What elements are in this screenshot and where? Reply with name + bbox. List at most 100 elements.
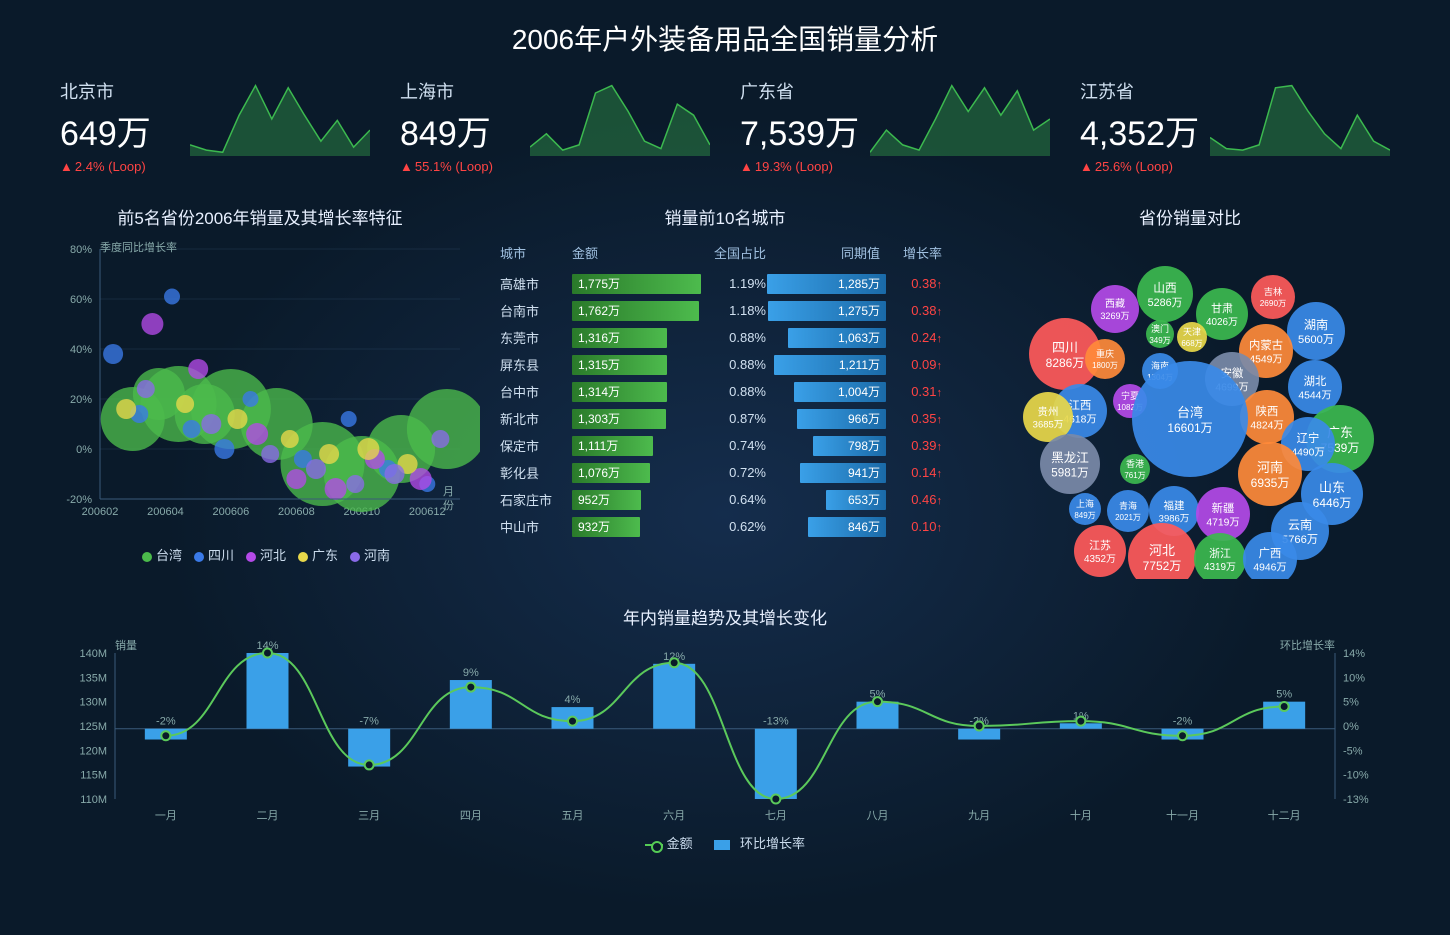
svg-text:黑龙江: 黑龙江: [1051, 451, 1089, 465]
svg-text:200606: 200606: [213, 506, 250, 518]
svg-text:135M: 135M: [79, 672, 107, 684]
svg-text:西藏: 西藏: [1105, 298, 1125, 310]
svg-text:349万: 349万: [1149, 336, 1170, 345]
up-arrow-icon: ▲: [400, 159, 413, 174]
cell-prev: 966万: [766, 406, 886, 432]
cell-pct: 1.18%: [702, 303, 766, 318]
legend-label: 广东: [312, 548, 338, 563]
cell-prev: 1,063万: [766, 325, 886, 351]
cell-prev: 1,004万: [766, 379, 886, 405]
cell-amount: 1,316万: [572, 325, 702, 351]
cell-growth: 0.46↑: [886, 492, 942, 507]
svg-text:2690万: 2690万: [1260, 299, 1287, 308]
svg-text:8286万: 8286万: [1046, 356, 1085, 370]
scatter-panel: 前5名省份2006年销量及其增长率特征 -20%0%20%40%60%80%20…: [40, 204, 480, 584]
svg-text:10%: 10%: [1343, 672, 1365, 684]
line-marker: [466, 683, 475, 692]
cell-city: 新北市: [500, 409, 572, 428]
svg-text:山西: 山西: [1153, 282, 1177, 295]
legend-label: 四川: [208, 548, 234, 563]
svg-text:四月: 四月: [460, 810, 482, 822]
cell-prev: 846万: [766, 514, 886, 540]
svg-text:40%: 40%: [70, 344, 92, 356]
cell-pct: 1.19%: [702, 276, 766, 291]
svg-text:香港: 香港: [1126, 458, 1144, 469]
svg-text:4544万: 4544万: [1298, 390, 1331, 401]
bubble-title: 省份销量对比: [970, 204, 1410, 229]
table-row: 东莞市1,316万0.88%1,063万0.24↑: [500, 324, 950, 351]
legend-bar-label: 环比增长率: [740, 836, 805, 851]
svg-text:4549万: 4549万: [1249, 354, 1282, 365]
cell-prev: 1,285万: [766, 271, 886, 297]
cell-city: 中山市: [500, 517, 572, 536]
sparkline-chart: [190, 78, 370, 156]
svg-text:-13%: -13%: [763, 716, 789, 728]
svg-text:重庆: 重庆: [1096, 348, 1114, 359]
svg-text:辽宁: 辽宁: [1297, 431, 1320, 445]
legend-dot-icon: [194, 552, 204, 562]
svg-text:陕西: 陕西: [1256, 404, 1279, 418]
up-arrow-icon: ↑: [937, 441, 943, 453]
svg-text:青海: 青海: [1119, 500, 1137, 511]
province-bubble: 西藏3269万: [1091, 285, 1139, 333]
cell-growth: 0.35↑: [886, 411, 942, 426]
line-marker: [670, 658, 679, 667]
cell-amount: 932万: [572, 514, 702, 540]
cell-amount: 1,111万: [572, 433, 702, 459]
svg-text:月: 月: [443, 486, 454, 498]
svg-text:125M: 125M: [79, 721, 107, 733]
svg-text:湖南: 湖南: [1304, 317, 1328, 332]
svg-text:668万: 668万: [1181, 339, 1202, 348]
legend-line-icon: [645, 844, 663, 846]
cell-amount: 1,762万: [572, 298, 702, 324]
cell-city: 台中市: [500, 382, 572, 401]
svg-text:云南: 云南: [1288, 517, 1312, 532]
svg-text:3269万: 3269万: [1100, 311, 1129, 321]
legend-dot-icon: [246, 552, 256, 562]
table-row: 台中市1,314万0.88%1,004万0.31↑: [500, 378, 950, 405]
svg-text:110M: 110M: [80, 794, 107, 806]
province-bubble: 新疆4719万: [1196, 487, 1250, 541]
legend-label: 河北: [260, 548, 286, 563]
svg-text:4026万: 4026万: [1206, 317, 1238, 328]
svg-text:16601万: 16601万: [1167, 421, 1212, 435]
svg-text:九月: 九月: [968, 809, 990, 822]
svg-text:福建: 福建: [1164, 499, 1186, 512]
svg-text:-13%: -13%: [1343, 794, 1369, 806]
svg-text:60%: 60%: [70, 294, 92, 306]
svg-text:天津: 天津: [1183, 327, 1201, 337]
line-marker: [161, 731, 170, 740]
svg-text:广西: 广西: [1259, 547, 1282, 560]
kpi-delta: ▲19.3% (Loop): [740, 159, 1050, 174]
cell-amount: 1,303万: [572, 406, 702, 432]
svg-text:4352万: 4352万: [1084, 554, 1116, 565]
line-marker: [365, 760, 374, 769]
svg-text:山东: 山东: [1319, 480, 1345, 495]
svg-text:0%: 0%: [1343, 721, 1359, 733]
up-arrow-icon: ↑: [937, 360, 943, 372]
table-row: 保定市1,111万0.74%798万0.39↑: [500, 432, 950, 459]
svg-text:-2%: -2%: [1173, 716, 1193, 728]
province-bubble: 香港761万: [1120, 454, 1150, 484]
svg-text:份: 份: [443, 499, 454, 512]
cell-prev: 941万: [766, 460, 886, 486]
table-row: 台南市1,762万1.18%1,275万0.38↑: [500, 297, 950, 324]
province-bubble: 浙江4319万: [1194, 533, 1246, 579]
svg-text:20%: 20%: [70, 394, 92, 406]
svg-text:80%: 80%: [70, 244, 92, 256]
up-arrow-icon: ↑: [937, 468, 943, 480]
svg-text:十月: 十月: [1070, 808, 1092, 822]
page-title: 2006年户外装备用品全国销量分析: [0, 0, 1450, 68]
province-bubble: 台湾16601万: [1132, 361, 1248, 477]
cell-growth: 0.39↑: [886, 438, 942, 453]
bubble-chart: 四川8286万山西5286万吉林2690万甘肃4026万湖南5600万西藏326…: [970, 239, 1410, 579]
table-panel: 销量前10名城市 城市金额全国占比同期值增长率高雄市1,775万1.19%1,2…: [500, 204, 950, 584]
combo-bar: [755, 729, 797, 799]
cell-pct: 0.87%: [702, 411, 766, 426]
cell-amount: 1,775万: [572, 271, 702, 297]
svg-text:六月: 六月: [663, 809, 685, 822]
svg-text:澳门: 澳门: [1151, 323, 1169, 334]
cell-pct: 0.72%: [702, 465, 766, 480]
kpi-delta: ▲55.1% (Loop): [400, 159, 710, 174]
line-marker: [771, 795, 780, 804]
